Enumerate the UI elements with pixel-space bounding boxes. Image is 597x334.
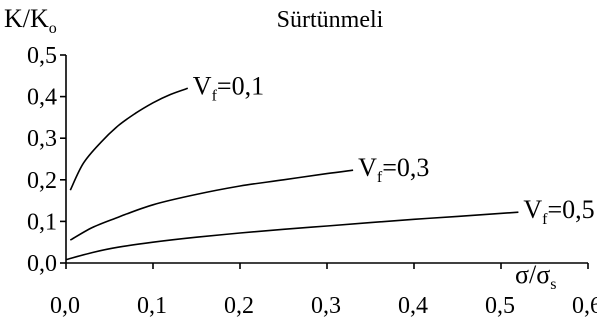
x-tick-label: 0,4 <box>398 293 428 319</box>
x-tick-label: 0,3 <box>311 293 341 319</box>
series-label-sub: f <box>212 87 218 104</box>
series-label-value: =0,3 <box>382 153 429 182</box>
y-tick-label: 0,2 <box>27 168 57 194</box>
series-line-1 <box>69 87 189 191</box>
series-label-3: Vf=0,5 <box>523 195 594 228</box>
series-label-main: V <box>358 153 377 182</box>
y-tick-label: 0,3 <box>27 126 57 152</box>
series-label-main: V <box>193 71 212 100</box>
x-axis-label-sub: s <box>550 276 556 293</box>
series-label-1: Vf=0,1 <box>193 71 264 104</box>
x-axis-label: σ/σs <box>515 260 557 293</box>
series-label-2: Vf=0,3 <box>358 153 429 186</box>
series-label-value: =0,1 <box>217 71 264 100</box>
y-tick-label: 0,5 <box>27 43 57 69</box>
x-tick-label: 0,5 <box>485 293 515 319</box>
x-tick-label: 0,1 <box>137 293 167 319</box>
series-line-2 <box>69 169 354 241</box>
series-label-sub: f <box>542 211 548 228</box>
y-tick-label: 0,4 <box>27 85 57 111</box>
x-tick-label: 0,0 <box>50 293 80 319</box>
series-label-sub: f <box>377 169 383 186</box>
x-tick-label: 0,6 <box>572 293 597 319</box>
x-tick-label: 0,2 <box>224 293 254 319</box>
y-axis-label-main: K/K <box>4 4 49 33</box>
chart-title: Sürtünmeli <box>277 7 384 33</box>
series-label-value: =0,5 <box>548 195 595 224</box>
series-group: Vf=0,1Vf=0,3Vf=0,5 <box>65 71 595 261</box>
y-tick-label: 0,1 <box>27 209 57 235</box>
y-ticks: 0,0 0,1 0,2 0,3 0,4 0,5 <box>27 43 66 277</box>
series-line-3 <box>65 211 519 261</box>
series-label-main: V <box>523 195 542 224</box>
x-axis-label-main: σ/σ <box>515 260 550 289</box>
y-axis-label: K/Ko <box>4 4 57 37</box>
y-tick-label: 0,0 <box>27 251 57 277</box>
x-ticks: 0,0 0,1 0,2 0,3 0,4 0,5 0,6 <box>50 263 597 319</box>
y-axis-label-sub: o <box>49 20 57 37</box>
